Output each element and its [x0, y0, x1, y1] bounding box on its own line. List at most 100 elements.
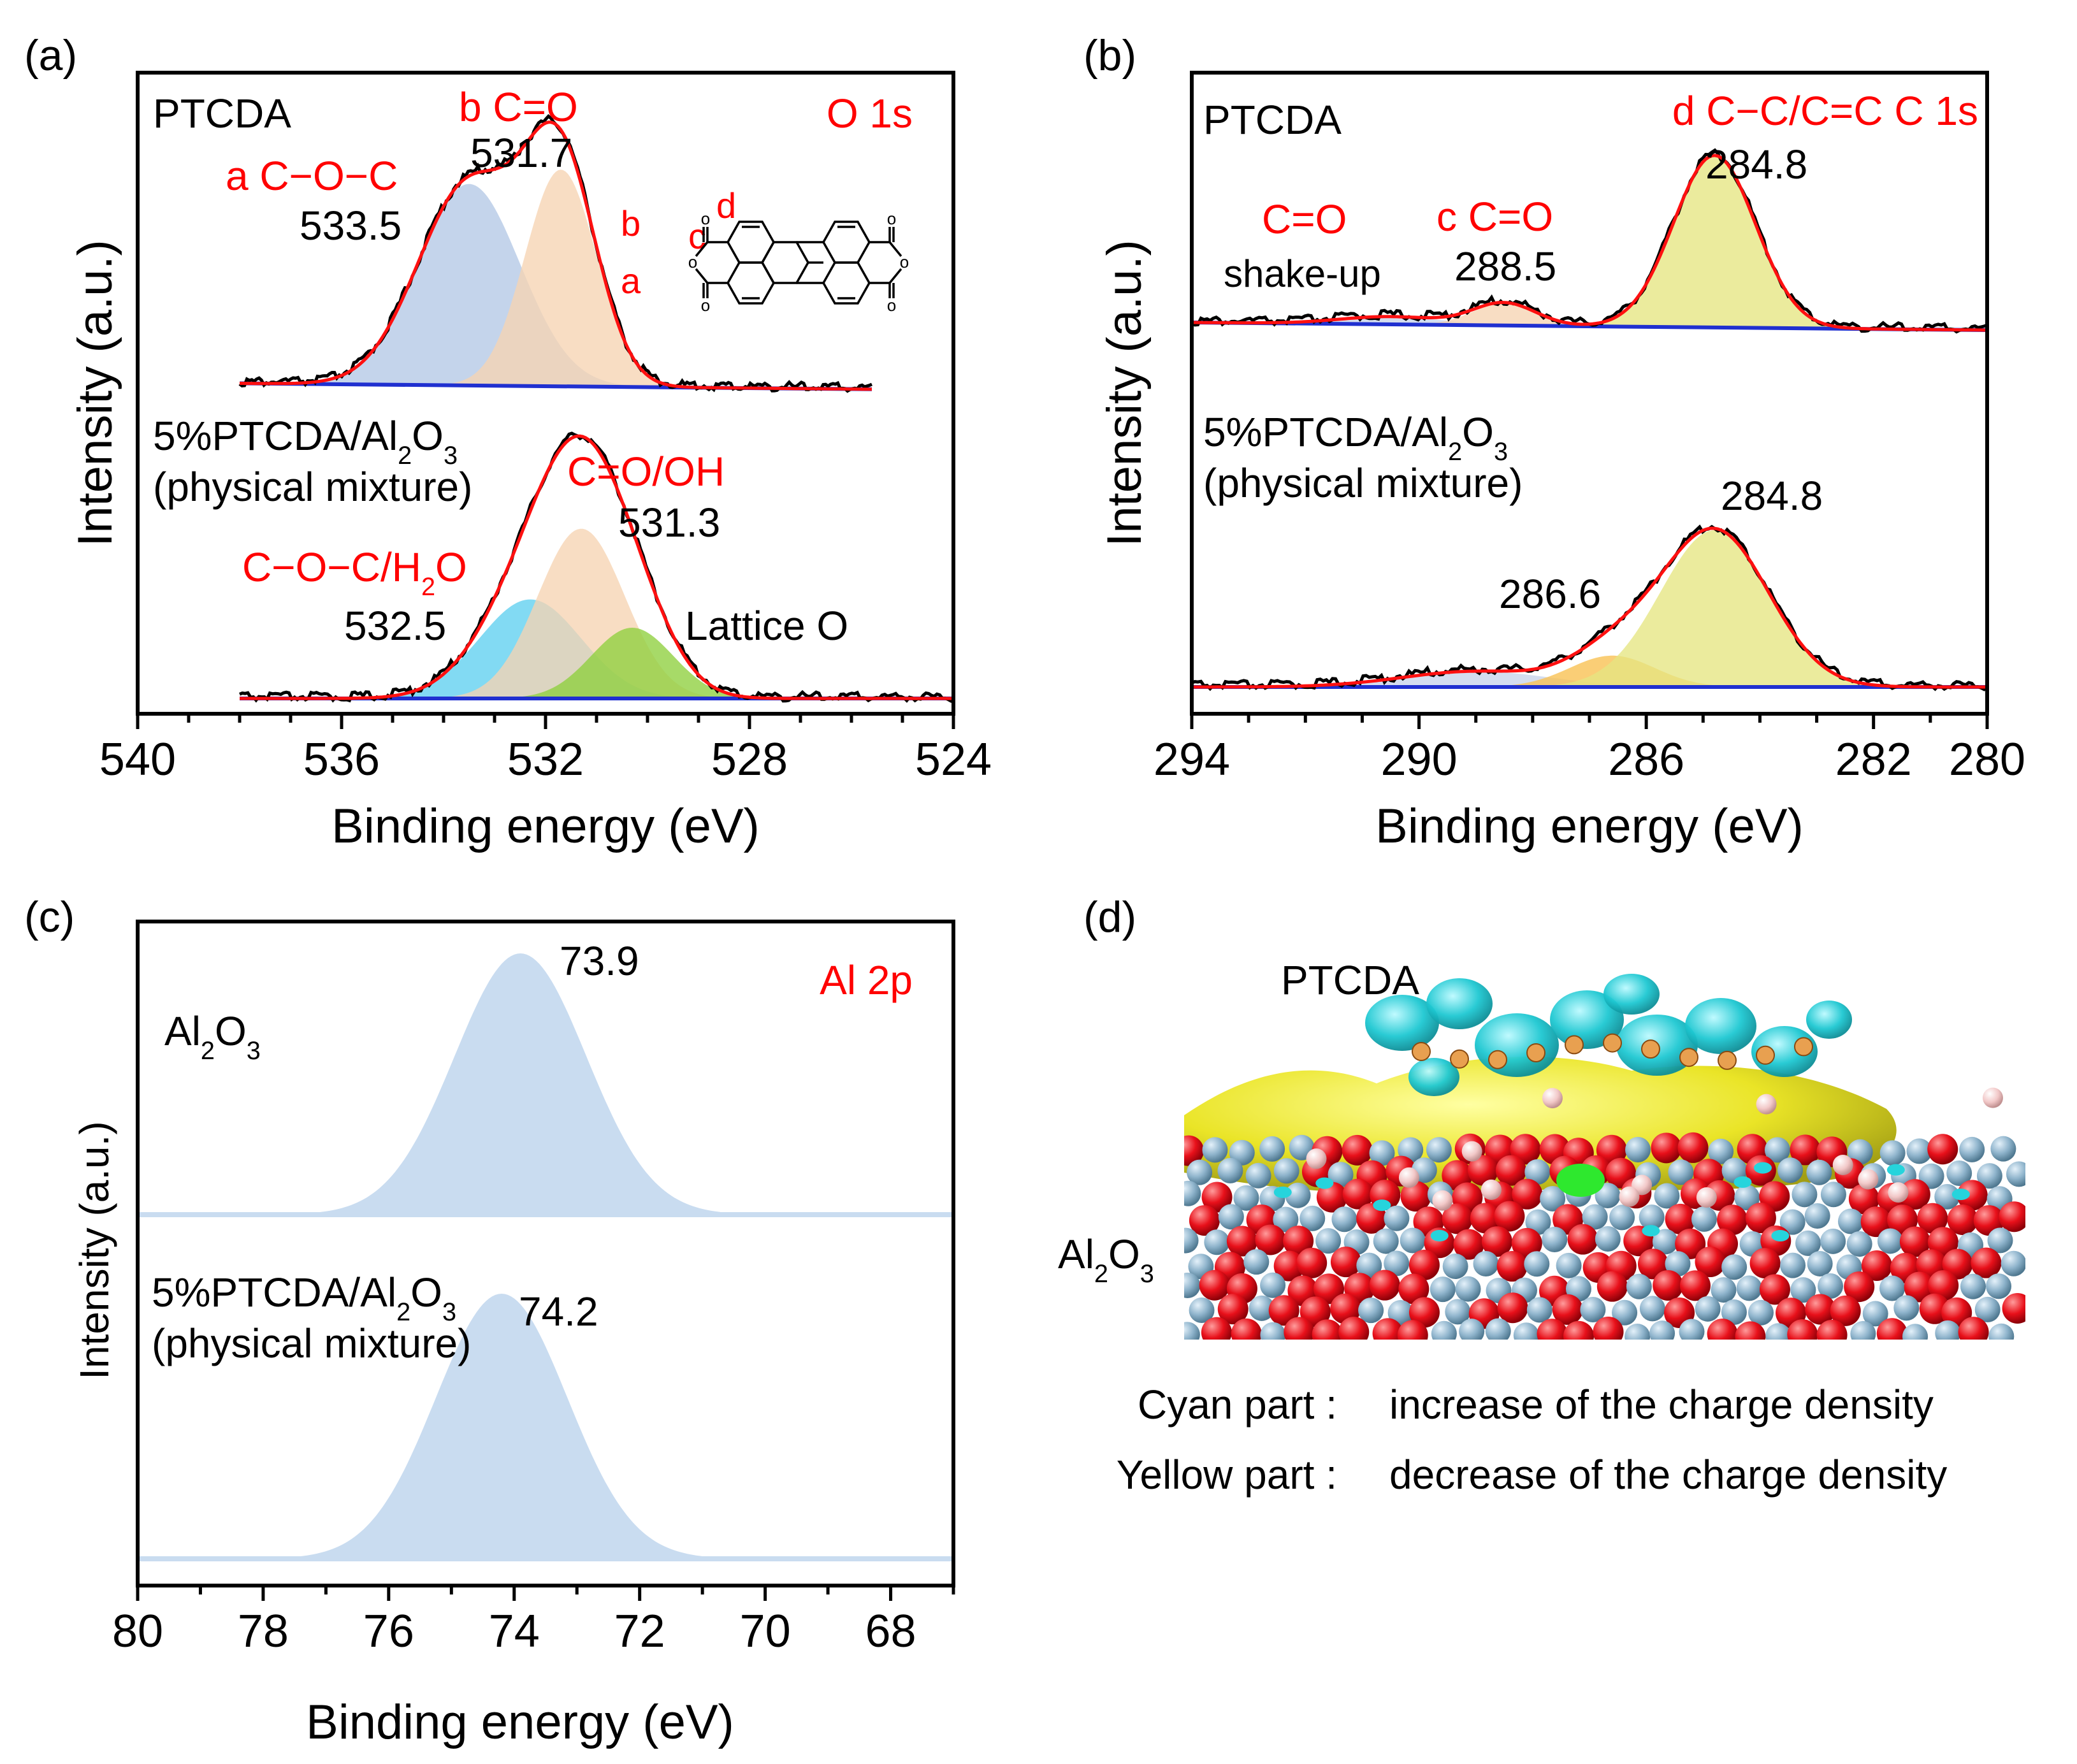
panel-b-label: (b) [1083, 31, 1136, 80]
aluminum-atom [1960, 1273, 1986, 1299]
aluminum-atom [1986, 1273, 2012, 1299]
panel-a-x-axis: 540 536 532 528 524 [99, 714, 992, 785]
aluminum-atom [1764, 1137, 1790, 1163]
oxygen-atom [1830, 1295, 1861, 1326]
a-tick-label: 540 [99, 734, 176, 785]
b-top-peak-fill-0 [1192, 316, 1987, 330]
carbon-atom [1450, 1049, 1469, 1069]
aluminum-atom [1459, 1319, 1485, 1340]
hydrogen-atom [1858, 1169, 1879, 1190]
ptcda-structure-diagram [695, 220, 902, 305]
oxygen-atom [1787, 1319, 1818, 1340]
oxygen-atom [1675, 1228, 1706, 1259]
aluminum-atom [1721, 1254, 1748, 1280]
carbon-atom [1794, 1037, 1813, 1057]
a-bottom-peak-fill-1 [240, 528, 953, 698]
panel-b-shakeup-sub: shake-up [1224, 252, 1381, 295]
aluminum-atom [1679, 1319, 1705, 1340]
oxygen-atom [1330, 1247, 1361, 1278]
legend-cyan-text: increase of the charge density [1389, 1382, 1934, 1428]
oxygen-atom [1356, 1203, 1387, 1234]
a-tick-label: 532 [507, 734, 584, 785]
oxygen-atom [1899, 1226, 1930, 1257]
oxygen-atom [1927, 1134, 1958, 1165]
oxygen-atom [1283, 1225, 1314, 1257]
aluminum-atom [1233, 1185, 1259, 1211]
c-series-fill-1 [138, 1294, 953, 1559]
panel-a-top-name: PTCDA [153, 90, 291, 136]
legend-cyan-key: Cyan part : [1138, 1382, 1337, 1428]
aluminum-atom [1626, 1273, 1652, 1299]
oxygen-atom [1511, 1227, 1542, 1259]
aluminum-atom [1526, 1297, 1552, 1323]
aluminum-atom [1400, 1227, 1426, 1254]
aluminum-atom [1184, 1227, 1199, 1254]
c-tick-label: 78 [238, 1606, 289, 1657]
cyan-charge-speck [1373, 1199, 1391, 1211]
aluminum-atom [1513, 1322, 1539, 1340]
oxygen-atom [1593, 1316, 1624, 1340]
aluminum-atom [1540, 1185, 1566, 1211]
hydrogen-atom [1756, 1094, 1777, 1115]
hydrogen-atom [1832, 1154, 1853, 1175]
oxygen-atom [1707, 1319, 1738, 1340]
aluminum-atom [1734, 1185, 1760, 1211]
b-top-peak-fill-2 [1192, 155, 1987, 330]
aluminum-atom [1445, 1299, 1471, 1325]
aluminum-atom [1524, 1159, 1551, 1185]
panel-a-peak-a-label: a C−O−C [226, 153, 398, 199]
svg-text:o: o [900, 252, 909, 271]
aluminum-atom [1987, 1227, 2013, 1254]
aluminum-atom [1260, 1272, 1286, 1298]
aluminum-atom [1790, 1277, 1816, 1303]
aluminum-atom [1959, 1136, 1985, 1162]
b-tick-label: 290 [1381, 734, 1458, 785]
a-top-peak-fill-1 [240, 170, 872, 389]
aluminum-atom [1384, 1205, 1410, 1231]
aluminum-atom [1525, 1209, 1551, 1235]
aluminum-atom [1748, 1299, 1774, 1326]
oxygen-atom [1497, 1292, 1528, 1324]
c-series-fill-0 [138, 953, 953, 1215]
carbon-atom [1641, 1039, 1660, 1059]
oxygen-atom [1695, 1247, 1726, 1278]
panel-b-bottom-shoulder-value: 286.6 [1499, 571, 1601, 617]
hydrogen-atom [1306, 1148, 1327, 1169]
panel-b-x-axis: 294 290 286 282 280 [1154, 714, 2025, 785]
panel-a-ylabel: Intensity (a.u.) [68, 240, 122, 547]
oxygen-atom [1653, 1269, 1684, 1301]
oxygen-atom [1268, 1295, 1299, 1326]
oxygen-atom [1971, 1247, 2002, 1278]
aluminum-atom [1625, 1324, 1651, 1340]
oxygen-atom [1470, 1203, 1501, 1234]
aluminum-atom [1217, 1157, 1243, 1183]
cyan-charge-blob [1806, 1001, 1852, 1039]
c-tick-label: 74 [489, 1606, 540, 1657]
legend-yellow-text: decrease of the charge density [1389, 1452, 1947, 1498]
b-bottom-peak-fill-2 [1192, 530, 1987, 687]
panel-b-top-main-value: 284.8 [1705, 141, 1807, 187]
panel-a-peak-co-value: 531.3 [618, 500, 720, 546]
oxygen-atom [1184, 1135, 1204, 1166]
oxygen-atom [1816, 1319, 1848, 1340]
oxygen-atom [1537, 1319, 1568, 1340]
aluminum-atom [1273, 1206, 1299, 1233]
aluminum-atom [1990, 1136, 2016, 1162]
oxygen-atom [1397, 1320, 1428, 1340]
aluminum-atom [1918, 1163, 1944, 1189]
aluminum-atom [1189, 1298, 1215, 1324]
oxygen-atom [1917, 1203, 1948, 1234]
panel-a-label: (a) [24, 31, 77, 80]
aluminum-atom [1934, 1183, 1960, 1210]
aluminum-atom [1777, 1157, 1804, 1183]
aluminum-atom [1639, 1296, 1665, 1322]
charge-density-rendering [1184, 974, 2025, 1340]
oxygen-atom [1494, 1201, 1525, 1232]
cyan-charge-speck [1951, 1189, 1970, 1201]
oxygen-atom [1372, 1318, 1403, 1340]
b-tick-label: 294 [1154, 734, 1230, 785]
aluminum-atom [1285, 1182, 1311, 1208]
aluminum-atom [1807, 1250, 1833, 1276]
aluminum-atom [1906, 1138, 1932, 1164]
aluminum-atom [1455, 1276, 1481, 1302]
